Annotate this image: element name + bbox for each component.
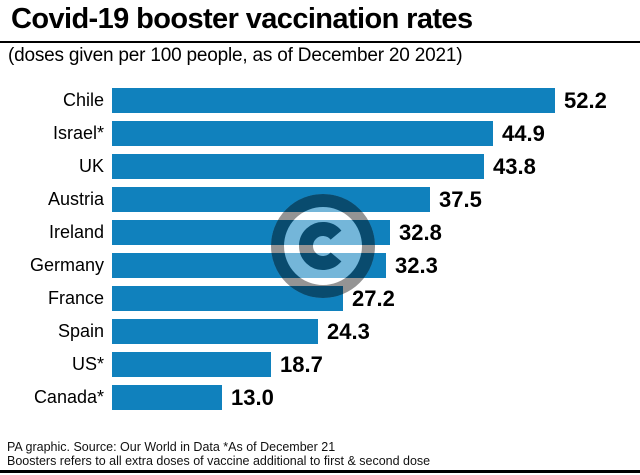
value-label: 32.3	[395, 253, 438, 278]
category-label: Spain	[57, 321, 104, 341]
chart-row: Canada* 13.0	[0, 385, 640, 410]
chart-subtitle: (doses given per 100 people, as of Decem…	[8, 45, 463, 66]
category-label: UK	[78, 156, 104, 176]
category-label: Chile	[62, 90, 104, 110]
value-label: 27.2	[352, 286, 395, 311]
chart-row: Chile 52.2	[0, 88, 640, 113]
value-label: 43.8	[493, 154, 536, 179]
value-label: 13.0	[231, 385, 274, 410]
bar	[112, 352, 271, 377]
bar	[112, 187, 430, 212]
chart-row: Israel* 44.9	[0, 121, 640, 146]
bar	[112, 88, 555, 113]
value-label: 52.2	[564, 88, 607, 113]
value-label: 32.8	[399, 220, 442, 245]
footer: PA graphic. Source: Our World in Data *A…	[7, 440, 430, 468]
chart-row: Austria 37.5	[0, 187, 640, 212]
category-label: Ireland	[48, 222, 104, 242]
bar	[112, 319, 318, 344]
bar	[112, 385, 222, 410]
value-label: 18.7	[280, 352, 323, 377]
title-divider	[0, 41, 640, 43]
bar	[112, 220, 390, 245]
footer-note: Boosters refers to all extra doses of va…	[7, 454, 431, 468]
chart-row: Spain 24.3	[0, 319, 640, 344]
category-label: Israel*	[52, 123, 104, 143]
bar	[112, 154, 484, 179]
value-label: 44.9	[502, 121, 545, 146]
bar-chart: Chile 52.2 Israel* 44.9 UK 43.8 Austria 37.5 Ire…	[0, 88, 640, 413]
value-label: 24.3	[327, 319, 370, 344]
chart-title: Covid-19 booster vaccination rates	[11, 3, 473, 35]
category-label: Canada*	[33, 387, 104, 407]
bar	[112, 121, 493, 146]
bottom-divider	[0, 470, 640, 473]
chart-row: US* 18.7	[0, 352, 640, 377]
category-label: Germany	[29, 255, 104, 275]
chart-row: France 27.2	[0, 286, 640, 311]
category-label: US*	[71, 354, 104, 374]
footer-source: PA graphic. Source: Our World in Data *A…	[7, 440, 336, 454]
category-label: France	[47, 288, 104, 308]
bar	[112, 253, 386, 278]
chart-row: Ireland 32.8	[0, 220, 640, 245]
bar	[112, 286, 343, 311]
chart-row: UK 43.8	[0, 154, 640, 179]
chart-row: Germany 32.3	[0, 253, 640, 278]
value-label: 37.5	[439, 187, 482, 212]
category-label: Austria	[47, 189, 104, 209]
